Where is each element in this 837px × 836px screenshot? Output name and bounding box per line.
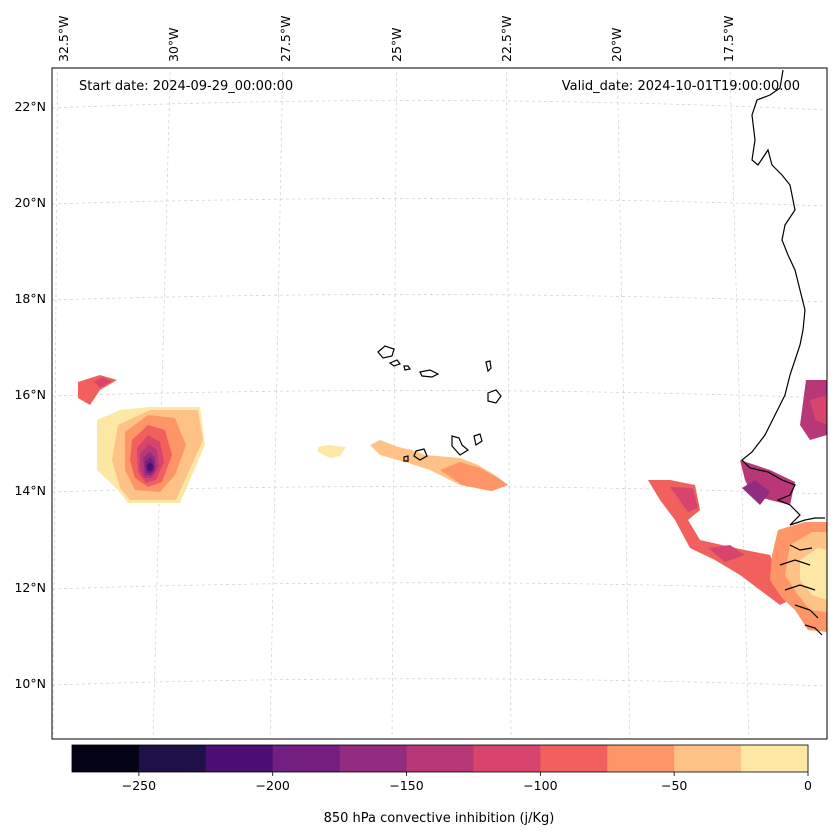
cin-region-central-c (440, 462, 508, 491)
cape-verde-fogo (413, 448, 428, 461)
cape-verde-sao-vicente (388, 359, 401, 367)
colorbar-tick-label: −150 (389, 778, 423, 793)
lon-tick-labels: 32.5°W 30°W 27.5°W 25°W 22.5°W 20°W 17.5… (56, 16, 736, 62)
lat-tick-label: 18°N (14, 291, 46, 306)
colorbar-segment (339, 745, 408, 772)
map-axes (51, 67, 828, 740)
lat-tick-label: 14°N (14, 483, 46, 498)
cin-region-west-small-inner (94, 377, 112, 388)
meridian-27-5w (269, 68, 284, 739)
cin-region-east-j (708, 545, 745, 562)
start-date-label: Start date: 2024-09-29_00:00:00 (79, 79, 293, 94)
cape-verde-maio (473, 433, 483, 446)
meridian-32-5w (52, 68, 58, 739)
cin-region-west-core (147, 463, 153, 471)
lat-tick-label: 22°N (14, 99, 46, 114)
cape-verde-santiago (451, 435, 470, 456)
lat-tick-label: 10°N (14, 676, 46, 691)
meridian-25w (391, 68, 397, 739)
lon-tick-label: 25°W (389, 27, 404, 62)
lon-tick-label: 30°W (166, 27, 181, 62)
parallel-16n (52, 390, 827, 399)
lon-tick-label: 17.5°W (721, 16, 736, 62)
cin-region-east-b (670, 487, 698, 512)
cin-region-central-a (318, 445, 346, 458)
cape-verde-santo-antao (377, 345, 395, 359)
lat-tick-label: 16°N (14, 387, 46, 402)
cin-region-east-f (810, 395, 827, 425)
cin-contours (78, 375, 827, 632)
colorbar-segment (607, 745, 675, 772)
colorbar-frame (71, 744, 809, 773)
map-frame (51, 67, 828, 740)
colorbar-tick-label: 0 (804, 778, 812, 793)
colorbar-segment (72, 745, 140, 772)
cape-verde-santa-luzia (403, 365, 411, 371)
parallel-18n (52, 294, 827, 303)
colorbar-segment (205, 745, 274, 772)
gridlines (52, 68, 827, 739)
colorbar-segment (540, 745, 608, 772)
colorbar-label: 850 hPa convective inhibition (j/Kg) (324, 811, 555, 826)
valid-date-label: Valid_date: 2024-10-01T19:00:00.00 (562, 79, 800, 94)
coastlines (377, 69, 825, 636)
cin-region-east-a (648, 480, 790, 605)
colorbar-segment (741, 745, 809, 772)
meridian-22-5w (506, 68, 512, 739)
meridian-20w (616, 68, 631, 739)
cape-verde-boa-vista (487, 389, 502, 404)
lon-tick-label: 20°W (609, 27, 624, 62)
colorbar-segment (272, 745, 341, 772)
colorbar-segment (406, 745, 474, 772)
parallel-12n (52, 582, 827, 591)
colorbar-segment (473, 745, 541, 772)
parallel-10n (52, 678, 827, 687)
meridian-17-5w (729, 68, 750, 739)
colorbar-segment (138, 745, 207, 772)
colorbar: −250 −200 −150 −100 −50 0 (71, 744, 812, 793)
cape-verde-brava (403, 455, 409, 462)
meridian-30w (152, 68, 171, 739)
africa-coastline (741, 69, 825, 636)
parallel-20n (52, 198, 827, 207)
lat-tick-label: 20°N (14, 195, 46, 210)
colorbar-tick-label: −200 (256, 778, 290, 793)
cape-verde-sao-nicolau (419, 369, 440, 378)
cin-region-east-d (742, 480, 770, 505)
lon-tick-label: 32.5°W (56, 16, 71, 62)
cape-verde-sal (485, 360, 492, 373)
colorbar-tick-label: −250 (122, 778, 156, 793)
lon-tick-label: 27.5°W (278, 16, 293, 62)
lat-tick-label: 12°N (14, 580, 46, 595)
lon-tick-label: 22.5°W (499, 16, 514, 62)
lat-tick-labels: 22°N 20°N 18°N 16°N 14°N 12°N 10°N (14, 99, 46, 691)
cin-region-west-small (78, 375, 117, 405)
colorbar-tick-label: −100 (523, 778, 557, 793)
colorbar-tick-label: −50 (661, 778, 687, 793)
colorbar-segment (674, 745, 742, 772)
parallel-22n (52, 100, 827, 111)
